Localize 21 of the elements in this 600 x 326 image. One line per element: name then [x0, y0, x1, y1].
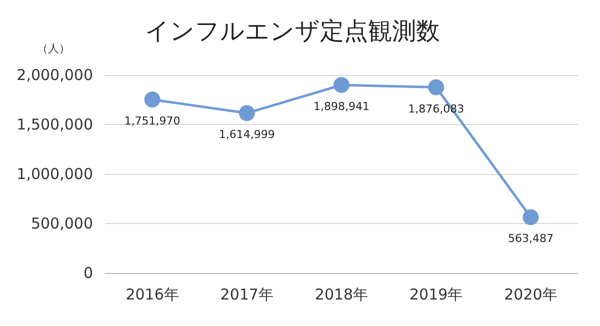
point	[334, 77, 350, 93]
x-tick-label: 2019年	[410, 286, 463, 304]
data-label: 563,487	[508, 232, 554, 246]
data-label: 1,898,941	[314, 100, 370, 114]
point	[238, 105, 255, 122]
x-tick-label: 2018年	[314, 286, 368, 304]
x-tick-label: 2017年	[220, 286, 274, 304]
x-tick-label: 2020年	[504, 286, 558, 304]
x-tick-label: 2016年	[126, 286, 179, 304]
data-label: 1,751,970	[124, 114, 180, 128]
y-tick-label: 1,000,000	[16, 165, 93, 183]
data-label: 1,614,999	[218, 128, 275, 142]
y-tick-label: 0	[83, 264, 93, 282]
point	[428, 79, 444, 96]
point	[144, 92, 160, 108]
chart-title: インフルエンザ定点観測数	[145, 17, 440, 45]
y-tick-label: 2,000,000	[16, 66, 93, 84]
point	[522, 209, 539, 226]
y-axis-title: （人）	[37, 42, 70, 55]
y-tick-label: 1,500,000	[16, 116, 93, 134]
y-tick-label: 500,000	[30, 214, 93, 232]
